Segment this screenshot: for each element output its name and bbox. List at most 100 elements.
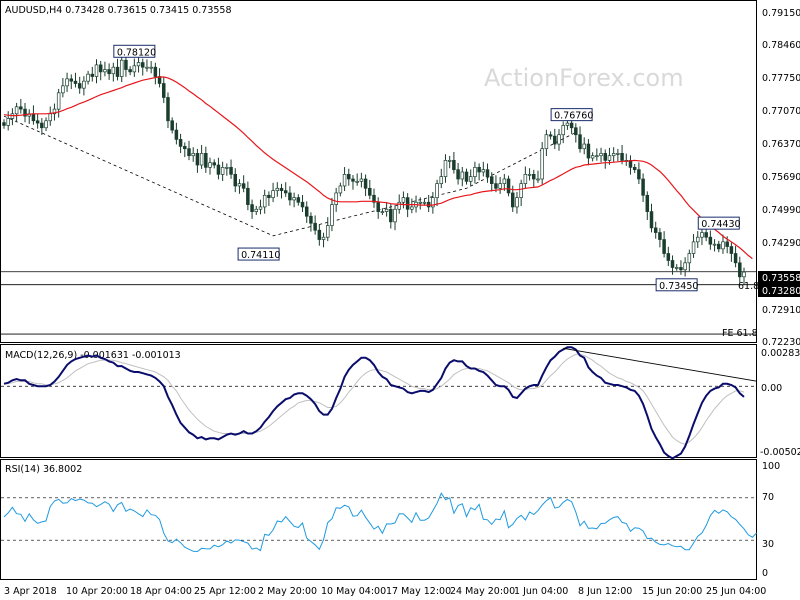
price-bar-body — [695, 236, 700, 243]
price-bar-body — [515, 197, 519, 208]
price-annotation-box — [655, 278, 698, 292]
price-bar-body — [313, 222, 317, 231]
price-bar-body — [460, 171, 465, 180]
price-bar-body — [557, 134, 561, 145]
price-bar-body — [136, 62, 141, 67]
moving-average-line — [3, 76, 753, 260]
price-bar-body — [48, 113, 52, 122]
price-bar-body — [241, 183, 246, 189]
price-bar-body — [292, 197, 296, 201]
price-annotation-box — [550, 108, 593, 122]
x-tick-label: 25 Apr 12:00 — [194, 586, 256, 597]
price-annotation-label: 0.73450 — [659, 281, 698, 292]
price-bar-body — [527, 173, 532, 176]
price-annotation-label: 0.76760 — [554, 111, 593, 122]
macd-signal-line — [4, 353, 745, 445]
price-bar-body — [637, 169, 641, 180]
rsi-y-tick: 30 — [762, 539, 774, 550]
price-bar-body — [250, 204, 254, 212]
price-bar-body — [44, 120, 48, 129]
price-bar-body — [435, 183, 439, 198]
price-bar-body — [708, 236, 713, 245]
price-bar-body — [666, 253, 671, 261]
price-bar-body — [321, 236, 326, 240]
price-bar-body — [641, 178, 645, 196]
price-bar-body — [363, 178, 368, 189]
price-bar-body — [687, 253, 692, 264]
price-y-tick: 0.77070 — [762, 106, 800, 117]
price-bar-body — [431, 197, 435, 208]
price-bar-body — [94, 64, 99, 77]
price-bar-body — [40, 122, 44, 129]
price-bar-body — [296, 197, 301, 203]
price-bar-body — [267, 194, 271, 198]
price-bar-body — [670, 260, 675, 268]
price-y-tick: 0.78460 — [762, 40, 800, 51]
price-bar-body — [590, 155, 595, 159]
price-bar-body — [212, 162, 216, 166]
price-y-tick: 0.76370 — [762, 139, 800, 150]
watermark: ActionForex.com — [484, 64, 684, 92]
price-bar-body — [721, 241, 725, 250]
price-bar-body — [170, 120, 174, 131]
price-bar-body — [2, 122, 6, 126]
x-tick-label: 8 Jun 12:00 — [578, 586, 632, 597]
price-bar-body — [603, 153, 607, 161]
price-bar-body — [103, 69, 107, 73]
price-bar-body — [191, 153, 195, 157]
price-bar-body — [82, 80, 86, 89]
price-bar-body — [208, 162, 212, 168]
price-bar-body — [229, 166, 233, 175]
price-bar-body — [561, 125, 565, 136]
price-bar-body — [258, 206, 263, 210]
price-bar-body — [317, 229, 322, 240]
macd-y-tick: 0.002839 — [761, 348, 800, 359]
price-y-tick: 0.74990 — [762, 205, 800, 216]
price-bar-body — [401, 197, 406, 203]
price-bar-body — [183, 146, 187, 150]
x-tick-label: 10 May 04:00 — [321, 586, 386, 597]
price-bar-body — [464, 171, 469, 182]
price-bar-body — [519, 183, 523, 198]
price-bar-body — [544, 134, 549, 150]
price-bar-body — [712, 243, 717, 246]
price-bar-body — [153, 66, 158, 77]
price-bar-body — [595, 155, 599, 158]
price-bar-body — [199, 153, 204, 166]
price-y-tick: 0.77750 — [762, 73, 800, 84]
price-bar-body — [548, 134, 553, 137]
price-y-tick: 0.75690 — [762, 172, 800, 183]
price-bar-body — [389, 208, 393, 223]
price-bar-body — [174, 129, 179, 140]
price-bar-body — [645, 194, 650, 212]
price-bar-body — [334, 192, 338, 205]
current-price-box — [758, 271, 800, 284]
price-bar-body — [23, 108, 27, 117]
price-bar-body — [178, 139, 183, 147]
price-bar-body — [620, 153, 624, 161]
price-bar-body — [309, 215, 313, 224]
price-bar-body — [237, 183, 242, 187]
x-tick-label: 17 May 12:00 — [386, 586, 451, 597]
x-tick-label: 18 Apr 04:00 — [130, 586, 192, 597]
price-bar-body — [540, 148, 544, 180]
price-annotation-box — [697, 216, 740, 230]
price-bar-body — [35, 120, 40, 124]
price-bar-body — [679, 267, 683, 271]
macd-main-line — [3, 346, 745, 460]
x-tick-label: 24 May 20:00 — [450, 586, 515, 597]
price-bar-body — [738, 262, 742, 278]
x-tick-label: 25 Jun 04:00 — [706, 586, 766, 597]
price-bar-body — [19, 106, 23, 110]
price-bar-body — [124, 59, 128, 70]
price-bar-body — [523, 173, 528, 184]
price-bar-body — [115, 66, 120, 77]
price-bar-body — [73, 80, 78, 84]
price-bar-body — [31, 113, 36, 122]
price-bar-body — [326, 225, 330, 238]
price-bar-body — [649, 211, 654, 229]
price-bar-body — [216, 164, 221, 175]
price-bar-body — [283, 190, 288, 194]
